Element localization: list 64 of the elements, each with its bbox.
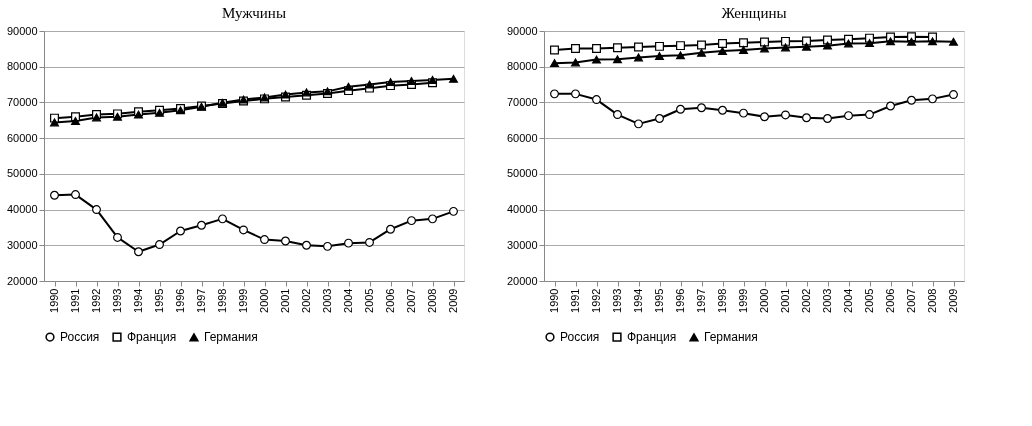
y-tick-label: 70000 (506, 95, 538, 108)
y-tick-label: 60000 (506, 131, 538, 144)
x-tick-label: 1997 (695, 288, 707, 313)
y-tick-label: 60000 (6, 131, 38, 144)
x-tick-label: 2002 (800, 288, 812, 313)
x-tick-label: 1991 (569, 288, 581, 313)
x-tick-label: 1996 (174, 288, 186, 313)
y-tick-label: 30000 (6, 238, 38, 251)
x-tick-label: 2008 (426, 288, 438, 313)
x-tick-label: 1994 (132, 288, 144, 313)
x-tick-label: 2002 (300, 288, 312, 313)
x-tick-label: 2008 (926, 288, 938, 313)
y-tick-label: 90000 (506, 24, 538, 37)
y-tick-label: 80000 (506, 60, 538, 73)
x-tick-label: 1993 (111, 288, 123, 313)
legend-label: Германия (204, 330, 258, 345)
x-tick-label: 2006 (884, 288, 896, 313)
x-tick-label: 2001 (779, 288, 791, 313)
chart-title: Женщины (721, 5, 787, 21)
y-tick-label: 30000 (506, 238, 538, 251)
x-tick-label: 2009 (947, 288, 959, 313)
legend-label: Германия (704, 330, 758, 345)
legend-label: Франция (127, 330, 177, 345)
y-tick-label: 40000 (506, 203, 538, 216)
x-tick-label: 2007 (905, 288, 917, 313)
y-tick-label: 40000 (6, 203, 38, 216)
legend-label: Франция (627, 330, 677, 345)
x-tick-label: 2003 (321, 288, 333, 313)
y-tick-label: 50000 (506, 167, 538, 180)
x-tick-label: 1999 (737, 288, 749, 313)
chart-title: Мужчины (222, 5, 286, 21)
x-tick-label: 2004 (342, 288, 354, 313)
x-tick-label: 2007 (405, 288, 417, 313)
x-tick-label: 2009 (447, 288, 459, 313)
x-tick-label: 1994 (632, 288, 644, 313)
x-tick-label: 1999 (237, 288, 249, 313)
legend-label: Россия (60, 330, 100, 345)
legend-label: Россия (560, 330, 600, 345)
x-tick-label: 2000 (758, 288, 770, 313)
x-tick-label: 1997 (195, 288, 207, 313)
y-tick-label: 70000 (6, 95, 38, 108)
y-tick-label: 50000 (6, 167, 38, 180)
x-tick-label: 1995 (153, 288, 165, 313)
x-tick-label: 2003 (821, 288, 833, 313)
x-tick-label: 2006 (384, 288, 396, 313)
x-tick-label: 1995 (653, 288, 665, 313)
x-tick-label: 1992 (90, 288, 102, 313)
x-tick-label: 1992 (590, 288, 602, 313)
x-tick-label: 2001 (279, 288, 291, 313)
x-tick-label: 2000 (258, 288, 270, 313)
x-tick-label: 2005 (863, 288, 875, 313)
x-tick-label: 1993 (611, 288, 623, 313)
x-tick-label: 1991 (69, 288, 81, 313)
x-tick-label: 1990 (548, 288, 560, 313)
x-tick-label: 1998 (216, 288, 228, 313)
x-tick-label: 1998 (716, 288, 728, 313)
x-tick-label: 2005 (363, 288, 375, 313)
y-tick-label: 80000 (6, 60, 38, 73)
y-tick-label: 20000 (506, 274, 538, 287)
y-tick-label: 20000 (6, 274, 38, 287)
y-tick-label: 90000 (6, 24, 38, 37)
x-tick-label: 2004 (842, 288, 854, 313)
x-tick-label: 1990 (48, 288, 60, 313)
x-tick-label: 1996 (674, 288, 686, 313)
